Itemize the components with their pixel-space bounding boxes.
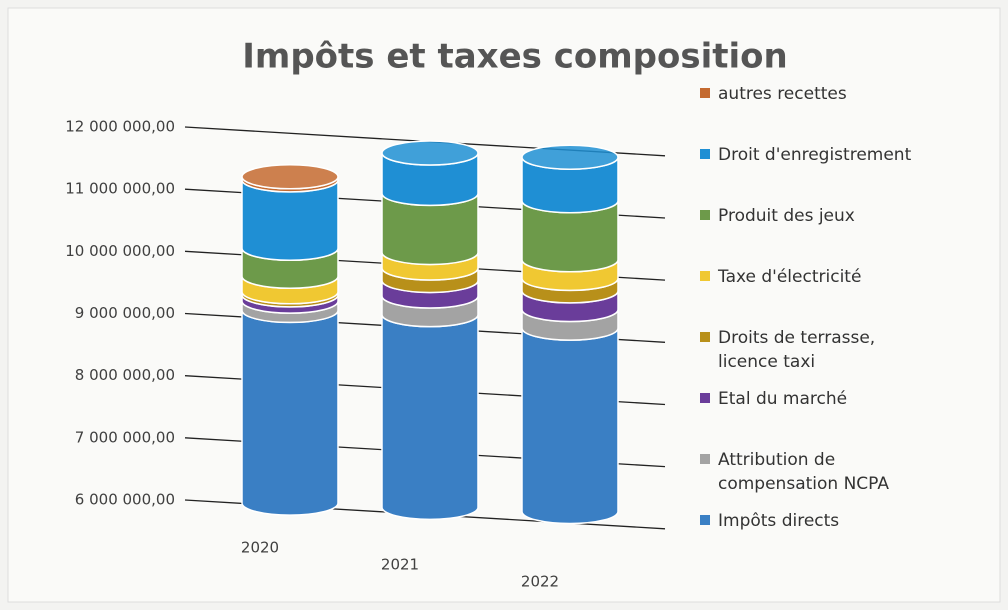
y-tick-label: 6 000 000,00 (75, 491, 175, 509)
legend-label: Attribution de compensation NCPA (718, 450, 889, 494)
legend-item: Attribution de compensation NCPA (700, 448, 940, 509)
y-tick-label: 12 000 000,00 (65, 118, 175, 136)
legend-item: Taxe d'électricité (700, 265, 940, 326)
legend-swatch (700, 332, 710, 342)
legend-item: Impôts directs (700, 509, 940, 570)
legend-label: autres recettes (718, 84, 847, 104)
legend-swatch (700, 271, 710, 281)
legend-swatch (700, 454, 710, 464)
legend-label: Taxe d'électricité (718, 267, 862, 287)
cylinder-top (381, 140, 479, 166)
legend-label: Droit d'enregistrement (718, 145, 912, 165)
legend-item: Etal du marché (700, 387, 940, 448)
legend-item: autres recettes (700, 82, 940, 143)
y-tick-label: 10 000 000,00 (65, 242, 175, 260)
legend-swatch (700, 515, 710, 525)
chart-title: Impôts et taxes composition (242, 37, 788, 77)
x-tick-label: 2022 (521, 573, 559, 591)
y-tick-label: 7 000 000,00 (75, 428, 175, 446)
legend-item: Droit d'enregistrement (700, 143, 940, 204)
x-tick-label: 2021 (381, 556, 419, 574)
legend-item: Droits de terrasse, licence taxi (700, 326, 940, 387)
legend-swatch (700, 88, 710, 98)
legend-swatch (700, 210, 710, 220)
y-tick-label: 11 000 000,00 (65, 180, 175, 198)
y-tick-label: 9 000 000,00 (75, 304, 175, 322)
legend: autres recettes Droit d'enregistrement Pro… (700, 82, 940, 570)
cylinder-top (241, 164, 339, 190)
x-tick-label: 2020 (241, 539, 279, 557)
cylinder-segment (381, 314, 479, 521)
cylinder-top (521, 144, 619, 170)
y-tick-label: 8 000 000,00 (75, 366, 175, 384)
legend-item: Produit des jeux (700, 204, 940, 265)
legend-label: Produit des jeux (718, 206, 855, 226)
cylinder-segment (241, 310, 339, 516)
legend-swatch (700, 393, 710, 403)
legend-label: Droits de terrasse, licence taxi (718, 328, 876, 372)
legend-label: Etal du marché (718, 389, 848, 409)
chart-area (7, 7, 1001, 603)
legend-swatch (700, 149, 710, 159)
legend-label: Impôts directs (718, 511, 840, 531)
cylinder-segment (521, 328, 619, 525)
